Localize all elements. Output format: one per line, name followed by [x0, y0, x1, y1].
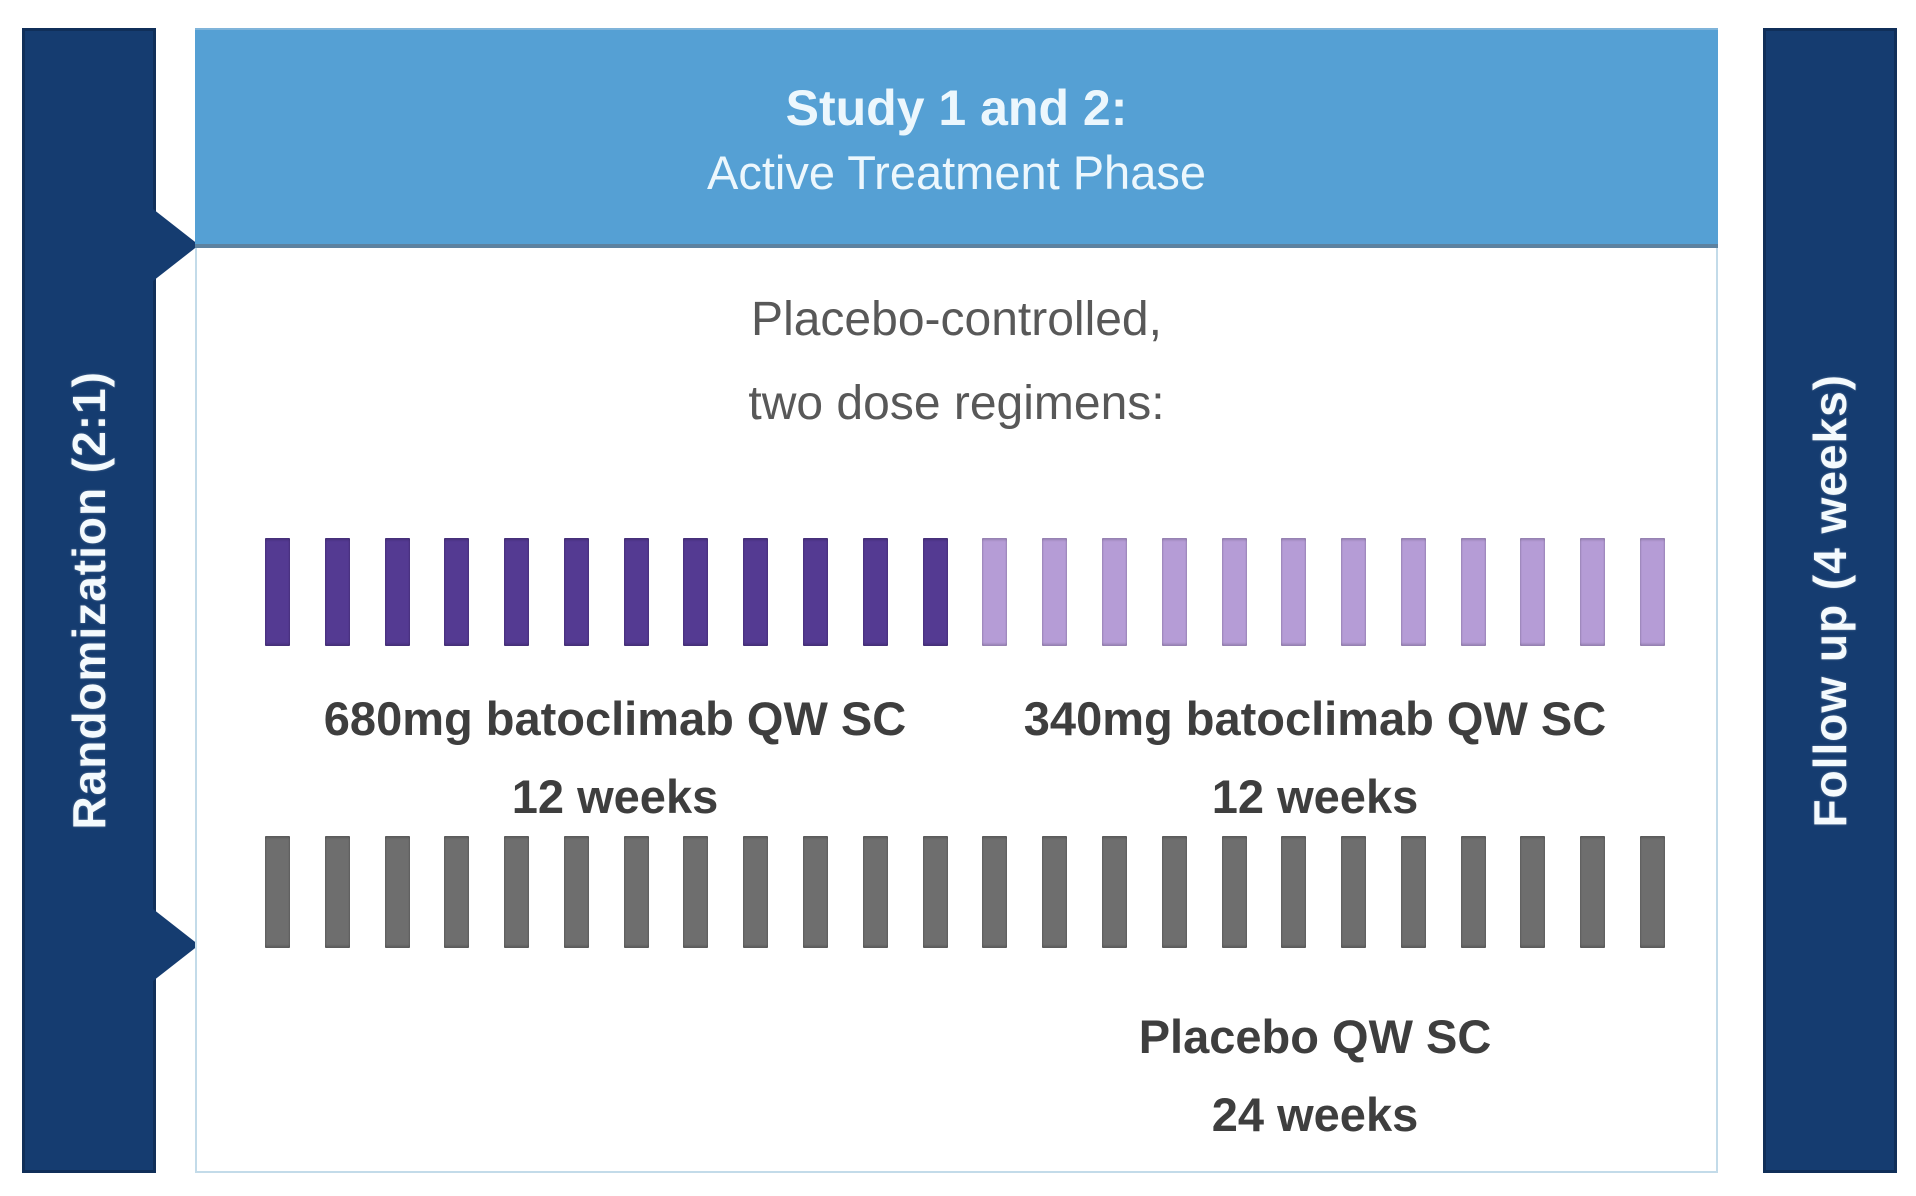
dose-tick-batoclimab-680 — [444, 538, 470, 646]
dose-tick-batoclimab-680 — [324, 538, 350, 646]
active-treatment-tick-row — [265, 538, 1665, 646]
placebo-tick-row — [265, 836, 1665, 948]
dose-tick-batoclimab-340 — [1639, 538, 1665, 646]
dose-tick-batoclimab-680 — [922, 538, 948, 646]
dose-tick-batoclimab-680 — [862, 538, 888, 646]
dose-tick-batoclimab-340 — [982, 538, 1008, 646]
dose-tick-batoclimab-340 — [1520, 538, 1546, 646]
phase-header-title: Study 1 and 2: — [785, 80, 1128, 136]
dose-tick-placebo — [265, 836, 290, 948]
dose-tick-batoclimab-680 — [743, 538, 769, 646]
dose-tick-placebo — [1042, 836, 1068, 948]
dose-tick-placebo — [1341, 836, 1367, 948]
dose-tick-placebo — [862, 836, 888, 948]
dose-tick-placebo — [1281, 836, 1307, 948]
dose-tick-placebo — [1520, 836, 1546, 948]
dose-tick-batoclimab-340 — [1101, 538, 1127, 646]
phase-header-subtitle: Active Treatment Phase — [707, 146, 1206, 199]
design-description-line2: two dose regimens: — [748, 377, 1165, 430]
dose-tick-placebo — [922, 836, 948, 948]
follow-up-bar: Follow up (4 weeks) — [1763, 28, 1897, 1173]
arm-label-340: 340mg batoclimab QW SC 12 weeks — [965, 680, 1665, 836]
arm-label-680: 680mg batoclimab QW SC 12 weeks — [265, 680, 965, 836]
dose-tick-batoclimab-340 — [1580, 538, 1606, 646]
randomization-arrow-bottom-icon — [153, 909, 199, 981]
arm-340-dose: 340mg batoclimab QW SC — [1023, 692, 1607, 745]
dose-tick-placebo — [1639, 836, 1665, 948]
dose-tick-batoclimab-680 — [504, 538, 530, 646]
active-arm-labels: 680mg batoclimab QW SC 12 weeks 340mg ba… — [265, 680, 1665, 836]
dose-tick-batoclimab-680 — [683, 538, 709, 646]
dose-tick-batoclimab-680 — [803, 538, 829, 646]
arm-340-duration: 12 weeks — [1211, 770, 1419, 823]
arm-680-dose: 680mg batoclimab QW SC — [323, 692, 907, 745]
dose-tick-batoclimab-680 — [265, 538, 290, 646]
placebo-dose: Placebo QW SC — [1138, 1010, 1492, 1063]
arm-680-duration: 12 weeks — [511, 770, 719, 823]
dose-tick-placebo — [444, 836, 470, 948]
dose-tick-placebo — [1221, 836, 1247, 948]
dose-tick-placebo — [384, 836, 410, 948]
dose-tick-placebo — [803, 836, 829, 948]
dose-tick-placebo — [504, 836, 530, 948]
dose-tick-batoclimab-340 — [1460, 538, 1486, 646]
dose-tick-batoclimab-680 — [623, 538, 649, 646]
randomization-bar: Randomization (2:1) — [22, 28, 199, 1173]
randomization-arrow-top-icon — [153, 209, 199, 281]
dose-tick-placebo — [683, 836, 709, 948]
dose-tick-batoclimab-340 — [1341, 538, 1367, 646]
dose-tick-batoclimab-340 — [1221, 538, 1247, 646]
dose-tick-batoclimab-340 — [1400, 538, 1426, 646]
design-description: Placebo-controlled, two dose regimens: — [197, 278, 1716, 446]
active-treatment-phase-box: Study 1 and 2: Active Treatment Phase Pl… — [195, 28, 1718, 1173]
placebo-label-spacer — [265, 998, 965, 1154]
placebo-arm-labels: Placebo QW SC 24 weeks — [265, 998, 1665, 1154]
dose-tick-placebo — [324, 836, 350, 948]
dose-tick-placebo — [1161, 836, 1187, 948]
dose-tick-batoclimab-340 — [1161, 538, 1187, 646]
dose-tick-batoclimab-340 — [1281, 538, 1307, 646]
randomization-label: Randomization (2:1) — [63, 371, 115, 830]
placebo-duration: 24 weeks — [1211, 1088, 1419, 1141]
dose-tick-placebo — [1101, 836, 1127, 948]
dose-tick-placebo — [1580, 836, 1606, 948]
dose-tick-placebo — [1400, 836, 1426, 948]
dose-tick-batoclimab-680 — [563, 538, 589, 646]
dose-tick-placebo — [1460, 836, 1486, 948]
dose-tick-placebo — [563, 836, 589, 948]
dose-tick-placebo — [982, 836, 1008, 948]
design-description-line1: Placebo-controlled, — [751, 293, 1162, 346]
dose-tick-placebo — [623, 836, 649, 948]
dose-tick-placebo — [743, 836, 769, 948]
phase-header: Study 1 and 2: Active Treatment Phase — [195, 28, 1718, 248]
follow-up-label: Follow up (4 weeks) — [1804, 373, 1856, 828]
arm-label-placebo: Placebo QW SC 24 weeks — [965, 998, 1665, 1154]
dose-tick-batoclimab-340 — [1042, 538, 1068, 646]
dose-tick-batoclimab-680 — [384, 538, 410, 646]
